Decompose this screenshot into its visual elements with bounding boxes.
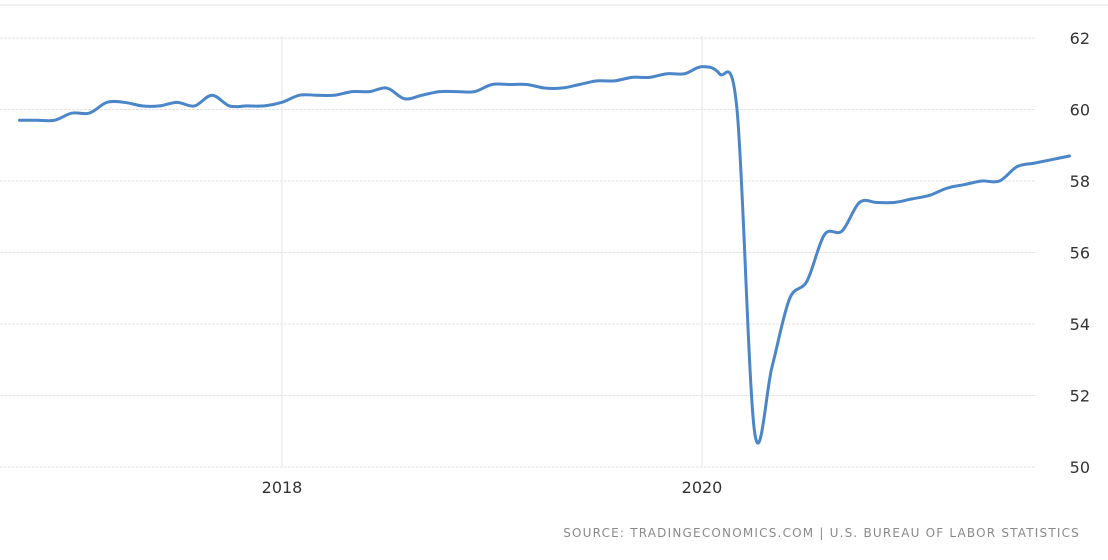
x-tick-label: 2018 [262, 478, 303, 497]
y-tick-label: 54 [1070, 315, 1090, 334]
y-tick-label: 50 [1070, 458, 1090, 477]
y-tick-label: 58 [1070, 172, 1090, 191]
source-note: SOURCE: TRADINGECONOMICS.COM | U.S. BURE… [563, 526, 1080, 540]
y-tick-label: 62 [1070, 29, 1090, 48]
y-tick-label: 52 [1070, 387, 1090, 406]
x-tick-label: 2020 [682, 478, 723, 497]
y-tick-label: 56 [1070, 244, 1090, 263]
series-line [18, 65, 1071, 445]
y-tick-label: 60 [1070, 101, 1090, 120]
